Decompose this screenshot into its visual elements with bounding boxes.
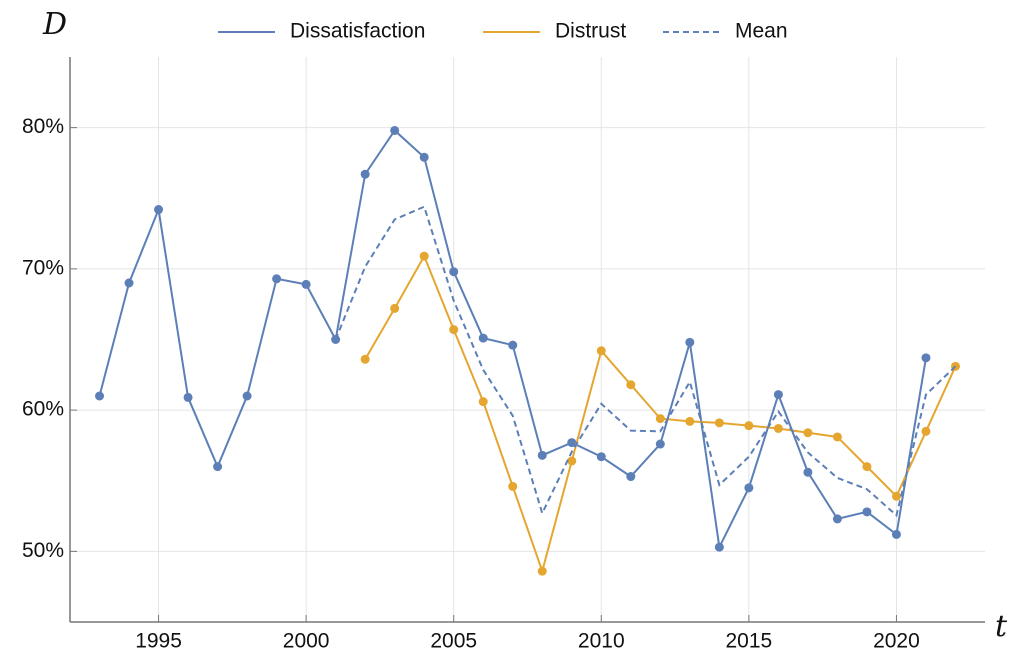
data-point — [567, 438, 577, 448]
data-point — [891, 491, 901, 501]
data-point — [537, 450, 547, 460]
x-tick-label: 2020 — [873, 630, 920, 653]
data-point — [95, 391, 105, 401]
y-tick-label: 50% — [22, 539, 64, 562]
data-point — [567, 456, 577, 466]
data-point — [508, 340, 518, 350]
x-tick-label: 2010 — [578, 630, 625, 653]
x-tick-label: 1995 — [135, 630, 182, 653]
data-point — [478, 333, 488, 343]
series-line — [334, 205, 957, 518]
data-point — [685, 416, 695, 426]
data-point — [773, 390, 783, 400]
data-point — [832, 432, 842, 442]
data-point — [744, 421, 754, 431]
legend-label: Distrust — [555, 20, 626, 43]
data-point — [419, 251, 429, 261]
data-point — [272, 274, 282, 284]
data-point — [803, 467, 813, 477]
legend-label: Dissatisfaction — [290, 20, 425, 43]
data-point — [478, 397, 488, 407]
data-point — [862, 462, 872, 472]
data-point — [655, 439, 665, 449]
data-point — [891, 529, 901, 539]
data-point — [183, 392, 193, 402]
data-point — [390, 125, 400, 135]
data-point — [419, 152, 429, 162]
data-point — [360, 169, 370, 179]
legend-label: Mean — [735, 20, 788, 43]
data-point — [685, 337, 695, 347]
data-point — [596, 346, 606, 356]
data-point — [773, 423, 783, 433]
data-point — [921, 353, 931, 363]
data-point — [714, 542, 724, 552]
y-tick-label: 80% — [22, 115, 64, 138]
data-point — [596, 452, 606, 462]
data-point — [449, 267, 459, 277]
x-tick-label: 2005 — [430, 630, 477, 653]
data-point — [301, 279, 311, 289]
data-point — [449, 325, 459, 335]
data-point — [508, 481, 518, 491]
x-tick-label: 2015 — [726, 630, 773, 653]
data-point — [124, 278, 134, 288]
y-tick-label: 70% — [22, 256, 64, 279]
data-point — [803, 428, 813, 438]
data-point — [626, 472, 636, 482]
data-point — [655, 414, 665, 424]
data-point — [537, 566, 547, 576]
data-point — [862, 507, 872, 517]
x-axis-label: t — [995, 609, 1008, 644]
data-point — [626, 380, 636, 390]
data-point — [832, 514, 842, 524]
x-tick-label: 2000 — [283, 630, 330, 653]
y-tick-label: 60% — [22, 398, 64, 421]
data-point — [154, 205, 164, 215]
data-point — [390, 303, 400, 313]
data-point — [242, 391, 252, 401]
data-point — [213, 462, 223, 472]
data-point — [714, 418, 724, 428]
y-axis-label: D — [42, 7, 67, 42]
data-point — [744, 483, 754, 493]
data-point — [921, 426, 931, 436]
data-point — [360, 354, 370, 364]
